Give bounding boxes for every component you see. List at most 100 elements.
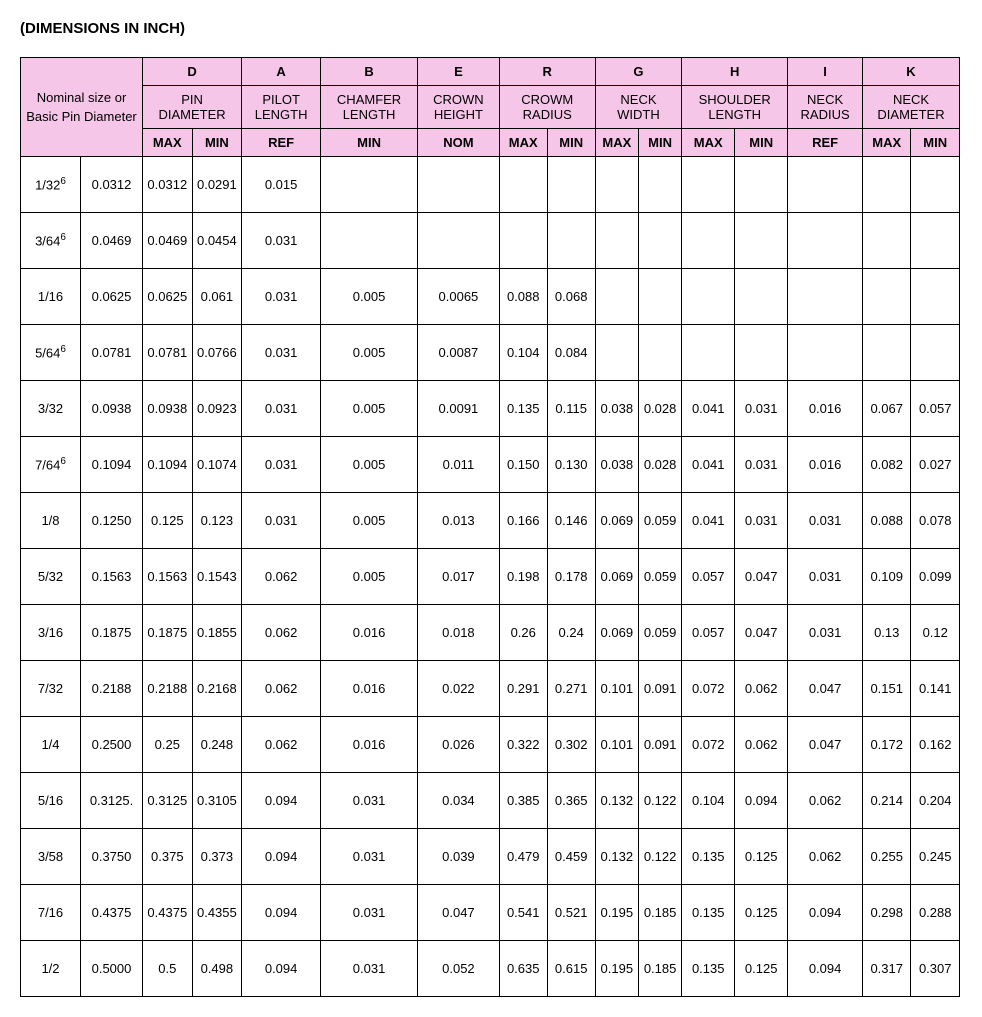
cell-value: [638, 269, 681, 325]
header-label-E: CROWN HEIGHT: [418, 86, 500, 129]
cell-value: 0.4355: [192, 885, 242, 941]
cell-value: 0.016: [788, 437, 863, 493]
cell-value: 0.1074: [192, 437, 242, 493]
cell-value: 0.24: [547, 605, 595, 661]
cell-value: 0.013: [418, 493, 500, 549]
cell-basic: 0.1250: [81, 493, 143, 549]
cell-basic: 0.1094: [81, 437, 143, 493]
cell-value: [595, 325, 638, 381]
header-letter-R: R: [499, 58, 595, 86]
header-sub: MIN: [321, 129, 418, 157]
cell-value: 0.25: [143, 717, 193, 773]
table-row: 7/6460.10940.10940.10740.0310.0050.0110.…: [21, 437, 960, 493]
cell-value: 0.091: [638, 661, 681, 717]
cell-value: [911, 269, 960, 325]
cell-value: 0.005: [321, 493, 418, 549]
cell-value: 0.031: [242, 381, 321, 437]
cell-value: 0.0938: [143, 381, 193, 437]
header-sub: REF: [242, 129, 321, 157]
cell-nominal: 7/16: [21, 885, 81, 941]
cell-value: 0.498: [192, 941, 242, 997]
table-body: 1/3260.03120.03120.02910.0153/6460.04690…: [21, 157, 960, 997]
cell-value: 0.12: [911, 605, 960, 661]
cell-value: 0.1543: [192, 549, 242, 605]
cell-value: [547, 213, 595, 269]
cell-basic: 0.0938: [81, 381, 143, 437]
header-sub: MIN: [192, 129, 242, 157]
cell-value: [682, 157, 735, 213]
cell-value: 0.245: [911, 829, 960, 885]
header-sub: NOM: [418, 129, 500, 157]
cell-value: 0.047: [788, 717, 863, 773]
cell-value: [911, 213, 960, 269]
cell-basic: 0.0781: [81, 325, 143, 381]
cell-value: 0.0454: [192, 213, 242, 269]
cell-value: 0.1855: [192, 605, 242, 661]
cell-value: 0.078: [911, 493, 960, 549]
header-sub: REF: [788, 129, 863, 157]
dimensions-table: Nominal size or Basic Pin Diameter D A B…: [20, 57, 960, 997]
cell-value: 0.615: [547, 941, 595, 997]
cell-value: 0.122: [638, 829, 681, 885]
cell-value: [788, 325, 863, 381]
cell-value: 0.3105: [192, 773, 242, 829]
cell-value: 0.185: [638, 941, 681, 997]
cell-value: 0.041: [682, 493, 735, 549]
cell-basic: 0.3125.: [81, 773, 143, 829]
header-letter-K: K: [863, 58, 960, 86]
cell-value: [735, 269, 788, 325]
cell-value: 0.375: [143, 829, 193, 885]
cell-value: 0.011: [418, 437, 500, 493]
table-row: 7/160.43750.43750.43550.0940.0310.0470.5…: [21, 885, 960, 941]
cell-basic: 0.1875: [81, 605, 143, 661]
cell-value: 0.4375: [143, 885, 193, 941]
cell-value: 0.031: [242, 213, 321, 269]
cell-value: 0.172: [863, 717, 911, 773]
cell-value: [682, 213, 735, 269]
cell-value: 0.271: [547, 661, 595, 717]
cell-value: 0.069: [595, 493, 638, 549]
cell-value: 0.038: [595, 381, 638, 437]
cell-value: 0.005: [321, 269, 418, 325]
header-label-R: CROWM RADIUS: [499, 86, 595, 129]
cell-value: 0.031: [735, 381, 788, 437]
cell-nominal: 1/2: [21, 941, 81, 997]
cell-value: 0.094: [242, 941, 321, 997]
cell-value: 0.072: [682, 661, 735, 717]
cell-value: 0.099: [911, 549, 960, 605]
cell-value: 0.016: [321, 605, 418, 661]
cell-nominal: 7/32: [21, 661, 81, 717]
table-row: 3/6460.04690.04690.04540.031: [21, 213, 960, 269]
cell-value: 0.0766: [192, 325, 242, 381]
cell-value: 0.062: [242, 717, 321, 773]
cell-value: 0.162: [911, 717, 960, 773]
header-sub: MIN: [735, 129, 788, 157]
cell-value: 0.0625: [143, 269, 193, 325]
cell-basic: 0.0312: [81, 157, 143, 213]
cell-value: 0.062: [788, 829, 863, 885]
cell-value: [595, 213, 638, 269]
cell-value: 0.122: [638, 773, 681, 829]
cell-value: 0.062: [788, 773, 863, 829]
cell-value: 0.094: [735, 773, 788, 829]
cell-value: 0.031: [321, 773, 418, 829]
cell-value: 0.094: [242, 773, 321, 829]
cell-value: 0.031: [321, 941, 418, 997]
cell-value: 0.185: [638, 885, 681, 941]
cell-value: 0.088: [863, 493, 911, 549]
cell-value: 0.291: [499, 661, 547, 717]
cell-value: 0.047: [788, 661, 863, 717]
header-sub: MIN: [911, 129, 960, 157]
cell-value: 0.047: [418, 885, 500, 941]
cell-value: 0.26: [499, 605, 547, 661]
cell-value: 0.214: [863, 773, 911, 829]
cell-value: 0.005: [321, 325, 418, 381]
cell-value: 0.195: [595, 885, 638, 941]
cell-basic: 0.0469: [81, 213, 143, 269]
cell-value: 0.062: [242, 549, 321, 605]
cell-value: 0.034: [418, 773, 500, 829]
cell-value: 0.062: [242, 661, 321, 717]
cell-value: 0.059: [638, 493, 681, 549]
cell-value: 0.057: [682, 605, 735, 661]
cell-value: [863, 157, 911, 213]
